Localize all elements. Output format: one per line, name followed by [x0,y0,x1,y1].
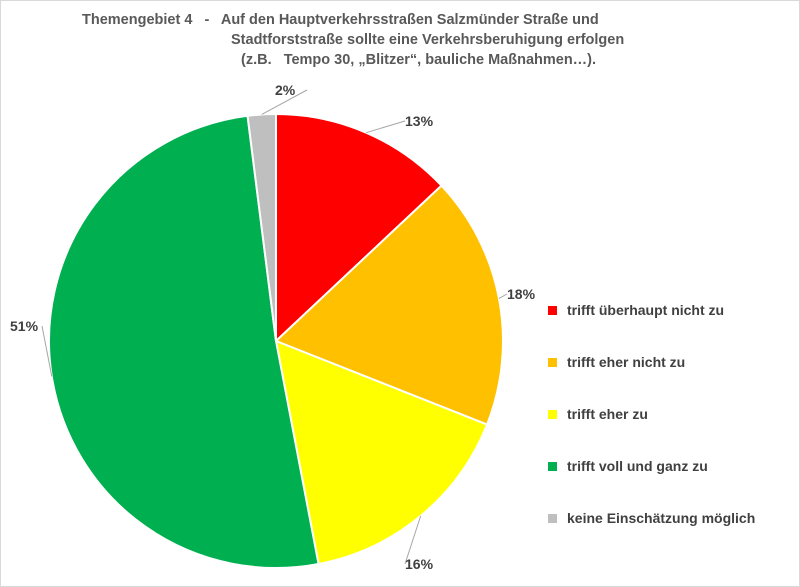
legend-swatch [548,409,557,419]
chart-title-line-2: Stadtforststraße sollte eine Verkehrsber… [231,32,625,48]
legend-item-trifft-eher-zu: trifft eher zu [548,404,648,424]
pie-slice-trifft-eher-nicht-zu [274,184,504,426]
legend-label: trifft überhaupt nicht zu [567,302,725,318]
chart-title-line-3: (z.B. Tempo 30, „Blitzer“, bauliche Maßn… [241,52,597,68]
legend-label: keine Einschätzung möglich [567,510,756,526]
legend-label: trifft eher zu [567,406,648,422]
legend-item-trifft-voll-und-ganz-zu: trifft voll und ganz zu [548,456,708,476]
pie-slice-trifft-ueberhaupt-nicht-zu [275,112,443,344]
pie-slice-trifft-voll-und-ganz-zu [48,114,320,569]
legend-swatch [548,305,557,315]
leader-line [261,89,308,115]
pie-slice-trifft-eher-zu [274,339,489,566]
leader-line [498,293,508,299]
legend-label: trifft voll und ganz zu [567,458,708,474]
leader-line [366,120,406,134]
legend-item-trifft-ueberhaupt-nicht-zu: trifft überhaupt nicht zu [548,300,724,320]
data-label-keine-einschaetzung-moeglich: 2% [275,82,296,98]
data-label-trifft-eher-nicht-zu: 18% [507,286,536,302]
leader-line [41,325,53,377]
legend-label: trifft eher nicht zu [567,354,686,370]
legend-swatch [548,513,557,523]
legend-item-keine-einschaetzung-moeglich: keine Einschätzung möglich [548,508,755,528]
data-label-trifft-ueberhaupt-nicht-zu: 13% [405,113,434,129]
data-label-trifft-voll-und-ganz-zu: 51% [10,318,39,334]
legend-swatch [548,357,557,367]
legend-swatch [548,461,557,471]
chart-title-line-1: Themengebiet 4 - Auf den Hauptverkehrsst… [82,12,599,28]
data-label-trifft-eher-zu: 16% [405,556,434,572]
legend-item-trifft-eher-nicht-zu: trifft eher nicht zu [548,352,685,372]
leader-line [404,515,422,565]
pie-slice-keine-einschaetzung-moeglich [246,112,277,342]
